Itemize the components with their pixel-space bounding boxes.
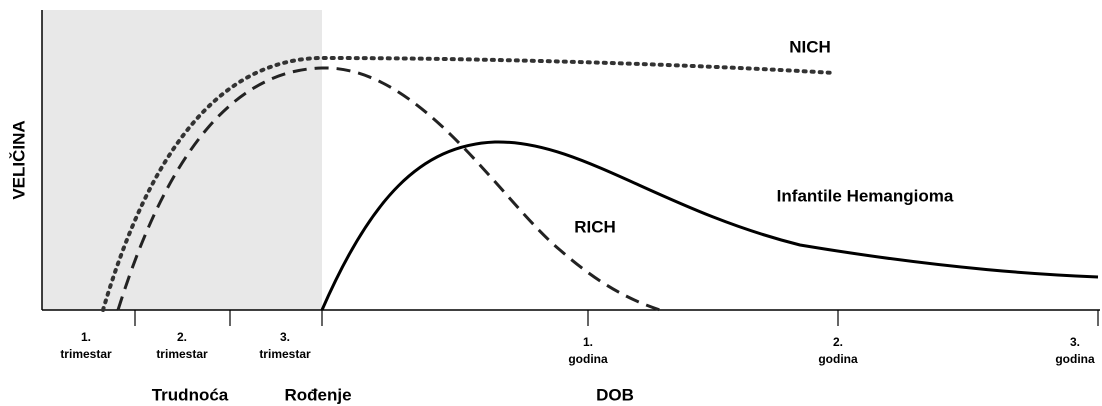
tick-unit: godina (1055, 352, 1095, 366)
rich-curve (116, 66, 661, 312)
x-axis-label: DOB (596, 385, 634, 404)
tick-number: 1. (81, 330, 91, 344)
curve-label: NICH (789, 37, 831, 56)
curve-label: Infantile Hemangioma (777, 186, 954, 205)
period-label: Rođenje (284, 385, 351, 404)
tick-number: 3. (280, 330, 290, 344)
tick-unit: godina (818, 352, 858, 366)
tick-unit: trimestar (259, 347, 311, 361)
tick-number: 3. (1070, 335, 1080, 349)
tick-unit: trimestar (60, 347, 112, 361)
ih-curve (320, 140, 1099, 311)
tick-number: 2. (177, 330, 187, 344)
period-label: Trudnoća (152, 385, 229, 404)
curve-label: RICH (574, 217, 616, 236)
nich-curve (101, 55, 837, 312)
pregnancy-shade (42, 10, 322, 310)
tick-number: 2. (833, 335, 843, 349)
tick-unit: godina (568, 352, 608, 366)
tick-number: 1. (583, 335, 593, 349)
y-axis-label: VELIČINA (9, 120, 28, 199)
tick-unit: trimestar (156, 347, 208, 361)
